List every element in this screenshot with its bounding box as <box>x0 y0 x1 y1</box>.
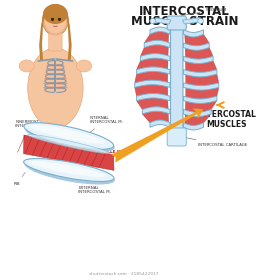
Ellipse shape <box>19 60 34 72</box>
Text: INTERCOSTAL CARTILAGE: INTERCOSTAL CARTILAGE <box>185 137 247 147</box>
Ellipse shape <box>55 64 64 67</box>
Text: MUSCLE INJURY: MUSCLE INJURY <box>98 150 133 154</box>
Ellipse shape <box>42 4 69 36</box>
Ellipse shape <box>43 4 68 24</box>
Polygon shape <box>140 54 170 61</box>
Ellipse shape <box>55 69 65 71</box>
Text: EXTERNAL
INTERCOSTAL M.: EXTERNAL INTERCOSTAL M. <box>76 171 111 194</box>
Polygon shape <box>66 12 72 60</box>
Ellipse shape <box>54 82 68 85</box>
Text: STERNUM: STERNUM <box>181 8 227 16</box>
Polygon shape <box>24 135 114 170</box>
Polygon shape <box>136 67 170 74</box>
Polygon shape <box>140 45 168 56</box>
Ellipse shape <box>24 158 114 181</box>
Polygon shape <box>136 98 168 109</box>
Ellipse shape <box>55 78 67 80</box>
Ellipse shape <box>29 161 105 177</box>
Ellipse shape <box>43 87 56 89</box>
Polygon shape <box>136 58 168 70</box>
Ellipse shape <box>198 18 204 24</box>
Polygon shape <box>135 85 168 96</box>
Polygon shape <box>186 74 219 86</box>
Text: RIB: RIB <box>14 172 25 186</box>
Polygon shape <box>183 96 217 103</box>
Polygon shape <box>135 80 170 87</box>
Ellipse shape <box>45 73 56 76</box>
Polygon shape <box>136 94 170 101</box>
Text: INNERMOST
INTERCOSTAL M.: INNERMOST INTERCOSTAL M. <box>15 120 59 139</box>
Polygon shape <box>135 71 168 83</box>
Polygon shape <box>183 56 213 64</box>
Polygon shape <box>185 61 217 72</box>
Text: INTERNAL
INTERCOSTAL M.: INTERNAL INTERCOSTAL M. <box>81 116 123 139</box>
Polygon shape <box>185 34 209 46</box>
Ellipse shape <box>54 87 68 89</box>
Ellipse shape <box>44 6 67 34</box>
Polygon shape <box>144 40 170 48</box>
Ellipse shape <box>43 82 56 85</box>
Polygon shape <box>186 87 219 99</box>
Polygon shape <box>183 18 200 24</box>
Ellipse shape <box>28 48 83 128</box>
Polygon shape <box>150 120 170 127</box>
Ellipse shape <box>29 124 105 144</box>
Ellipse shape <box>25 124 115 152</box>
FancyBboxPatch shape <box>171 28 183 129</box>
Ellipse shape <box>43 5 68 35</box>
Polygon shape <box>142 111 169 123</box>
Polygon shape <box>183 70 217 77</box>
FancyBboxPatch shape <box>167 16 186 30</box>
Polygon shape <box>183 30 204 37</box>
Polygon shape <box>150 27 170 34</box>
Polygon shape <box>142 107 170 114</box>
Text: MUSCLE STRAIN: MUSCLE STRAIN <box>131 15 238 28</box>
Polygon shape <box>183 83 219 90</box>
Ellipse shape <box>55 73 66 76</box>
FancyBboxPatch shape <box>49 33 62 51</box>
Ellipse shape <box>47 64 56 67</box>
Ellipse shape <box>150 18 156 24</box>
Text: INTERCOSTAL
MUSCLES: INTERCOSTAL MUSCLES <box>197 110 256 129</box>
Polygon shape <box>39 12 45 60</box>
Ellipse shape <box>46 69 56 71</box>
Ellipse shape <box>24 160 115 185</box>
Ellipse shape <box>44 78 56 80</box>
Ellipse shape <box>76 60 92 72</box>
Polygon shape <box>154 18 171 24</box>
Text: INTERCOSTAL: INTERCOSTAL <box>139 5 230 18</box>
Ellipse shape <box>24 123 114 149</box>
Polygon shape <box>144 32 169 43</box>
FancyBboxPatch shape <box>167 128 186 146</box>
Polygon shape <box>185 114 211 125</box>
Polygon shape <box>185 48 213 59</box>
Text: shutterstock.com · 2185422917: shutterstock.com · 2185422917 <box>89 272 159 276</box>
Ellipse shape <box>28 134 110 154</box>
Polygon shape <box>183 43 209 50</box>
Polygon shape <box>185 101 217 112</box>
Polygon shape <box>183 109 211 117</box>
Polygon shape <box>183 123 204 130</box>
